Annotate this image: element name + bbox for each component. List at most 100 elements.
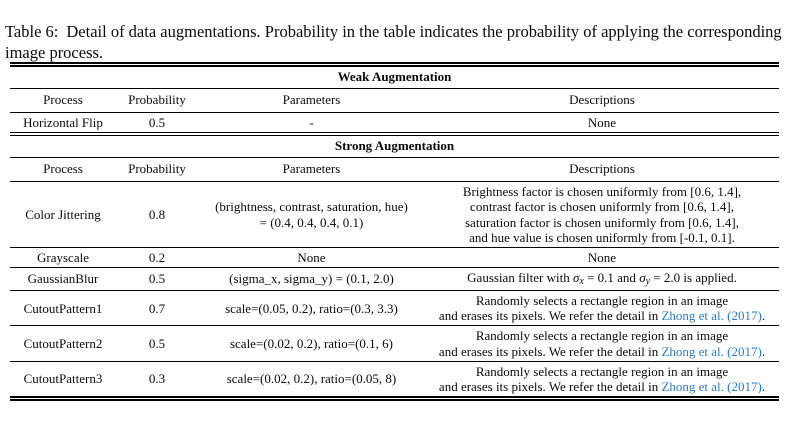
cell-line: (brightness, contrast, saturation, hue)	[215, 199, 408, 215]
table-caption-text: Detail of data augmentations. Probabilit…	[5, 21, 782, 62]
cell-line: Gaussian filter with σx = 0.1 and σy = 2…	[428, 270, 776, 288]
cell-line: Color Jittering	[25, 207, 101, 222]
descriptions-cell: Brightness factor is chosen uniformly fr…	[425, 181, 780, 249]
cell-line: Randomly selects a rectangle region in a…	[475, 328, 729, 344]
section-row-weak-augmentation: Weak Augmentation	[10, 64, 780, 89]
cell-line: = (0.4, 0.4, 0.4, 0.1)	[259, 214, 364, 230]
descriptions-cell: None	[425, 247, 780, 269]
table-row-gaussianblur: GaussianBlur 0.5 (sigma_x, sigma_y) = (0.1…	[10, 267, 780, 291]
process-cell: CutoutPattern3	[10, 361, 116, 398]
text-segment: and erases its pixels. We refer the deta…	[438, 378, 662, 394]
process-cell: Color Jittering	[10, 181, 116, 249]
math-segment: σ	[572, 270, 580, 286]
column-header-row: Process Probability Parameters Descriptions	[10, 88, 780, 113]
text-segment: .	[761, 308, 766, 324]
math-segment: y	[645, 276, 651, 288]
cell-line: None	[297, 250, 326, 266]
augmentation-table: Weak Augmentation Process Probability Param…	[10, 62, 780, 402]
cell-line: scale=(0.02, 0.2), ratio=(0.1, 6)	[229, 335, 394, 351]
section-title-weak-augmentation: Weak Augmentation	[10, 64, 780, 89]
cell-line: 0.5	[148, 115, 166, 130]
cell-line: -	[309, 115, 314, 130]
column-header-parameters: Parameters	[198, 157, 425, 183]
column-header-descriptions: Descriptions	[425, 88, 780, 113]
process-cell: CutoutPattern2	[10, 325, 116, 362]
cell-line: 0.5	[148, 271, 166, 287]
cell-line: contrast factor is chosen uniformly from…	[470, 199, 734, 215]
descriptions-cell: None	[425, 112, 780, 135]
cell-line: and hue value is chosen uniformly from […	[469, 229, 735, 245]
text-segment: and erases its pixels. We refer the deta…	[438, 308, 662, 324]
text-segment: .	[761, 343, 766, 359]
column-header-probability: Probability	[116, 157, 198, 183]
parameters-cell: scale=(0.05, 0.2), ratio=(0.3, 3.3)	[198, 290, 425, 327]
parameters-cell: scale=(0.02, 0.2), ratio=(0.05, 8)	[198, 361, 425, 398]
cell-line: Randomly selects a rectangle region in a…	[475, 292, 729, 308]
citation-link[interactable]: Zhong et al. (2017)	[661, 308, 762, 324]
cell-line: Grayscale	[37, 250, 89, 266]
cell-line: and erases its pixels. We refer the deta…	[428, 344, 776, 359]
parameters-cell: (sigma_x, sigma_y) = (0.1, 2.0)	[198, 267, 425, 291]
text-segment: = 2.0 is applied.	[650, 270, 737, 286]
table-row-cutoutpattern3: CutoutPattern3 0.3 scale=(0.02, 0.2), rati…	[10, 361, 779, 398]
column-header-process: Process	[10, 88, 116, 113]
descriptions-cell: Randomly selects a rectangle region in a…	[425, 325, 780, 362]
process-cell: Grayscale	[10, 247, 116, 269]
parameters-cell: -	[198, 112, 425, 135]
column-header-probability: Probability	[116, 88, 198, 113]
process-cell: CutoutPattern1	[10, 290, 116, 327]
cell-line: 0.8	[148, 207, 166, 222]
citation-link[interactable]: Zhong et al. (2017)	[661, 378, 762, 394]
descriptions-cell: Randomly selects a rectangle region in a…	[425, 290, 780, 327]
table-row-grayscale: Grayscale 0.2 None None	[10, 247, 780, 269]
parameters-cell: (brightness, contrast, saturation, hue) =…	[198, 181, 425, 249]
section-row-strong-augmentation: Strong Augmentation	[10, 132, 780, 159]
text-segment: = 0.1 and	[583, 270, 640, 286]
section-title-strong-augmentation: Strong Augmentation	[10, 132, 780, 159]
cell-line: saturation factor is chosen uniformly fr…	[465, 214, 740, 230]
process-cell: GaussianBlur	[10, 267, 116, 291]
descriptions-cell: Randomly selects a rectangle region in a…	[425, 361, 779, 398]
column-header-descriptions: Descriptions	[425, 157, 780, 183]
cell-line: and erases its pixels. We refer the deta…	[428, 308, 776, 323]
table-row-cutoutpattern1: CutoutPattern1 0.7 scale=(0.05, 0.2), rati…	[10, 290, 780, 327]
table-caption: Table 6: Detail of data augmentations. Pr…	[5, 21, 787, 63]
cell-line: Brightness factor is chosen uniformly fr…	[462, 184, 742, 200]
cell-line: None	[587, 115, 617, 130]
column-header-row: Process Probability Parameters Descriptions	[10, 157, 780, 183]
cell-line: CutoutPattern3	[23, 371, 103, 387]
math-segment: σ	[639, 270, 646, 286]
parameters-cell: scale=(0.02, 0.2), ratio=(0.1, 6)	[198, 325, 425, 362]
citation-link[interactable]: Zhong et al. (2017)	[661, 343, 762, 359]
column-header-parameters: Parameters	[198, 88, 425, 113]
probability-cell: 0.7	[116, 290, 198, 327]
cell-line: CutoutPattern1	[23, 300, 103, 316]
table-caption-label: Table 6:	[5, 21, 59, 41]
cell-line: 0.2	[148, 250, 166, 266]
math-segment: x	[579, 276, 584, 288]
table-row-cutoutpattern2: CutoutPattern2 0.5 scale=(0.02, 0.2), rati…	[10, 325, 780, 362]
probability-cell: 0.5	[116, 325, 198, 362]
text-segment: and erases its pixels. We refer the deta…	[438, 343, 662, 359]
probability-cell: 0.8	[116, 181, 198, 249]
process-cell: Horizontal Flip	[10, 112, 116, 135]
cell-line: 0.5	[148, 335, 166, 351]
probability-cell: 0.5	[116, 267, 198, 291]
descriptions-cell: Gaussian filter with σx = 0.1 and σy = 2…	[425, 267, 780, 291]
table-row-horizontal-flip: Horizontal Flip 0.5 - None	[10, 112, 780, 135]
cell-line: 0.7	[148, 300, 166, 316]
cell-line: and erases its pixels. We refer the deta…	[428, 379, 776, 394]
parameters-cell: None	[198, 247, 425, 269]
probability-cell: 0.3	[116, 361, 198, 398]
cell-line: (sigma_x, sigma_y) = (0.1, 2.0)	[229, 271, 394, 287]
column-header-process: Process	[10, 157, 116, 183]
cell-line: 0.3	[148, 371, 166, 387]
probability-cell: 0.5	[116, 112, 198, 135]
cell-line: scale=(0.02, 0.2), ratio=(0.05, 8)	[226, 371, 397, 387]
cell-line: Horizontal Flip	[23, 115, 103, 130]
cell-line: None	[587, 250, 617, 266]
cell-line: Randomly selects a rectangle region in a…	[475, 363, 729, 379]
cell-line: scale=(0.05, 0.2), ratio=(0.3, 3.3)	[225, 300, 398, 316]
text-segment: .	[761, 378, 766, 394]
